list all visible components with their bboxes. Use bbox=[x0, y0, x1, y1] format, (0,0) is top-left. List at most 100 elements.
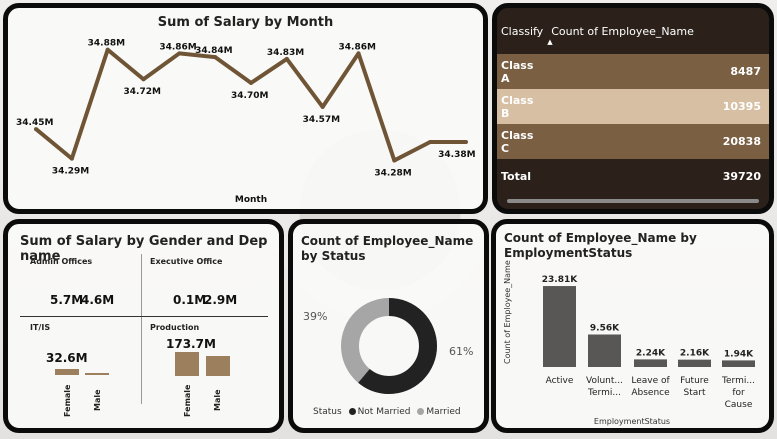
bar[interactable] bbox=[543, 286, 576, 367]
table-row[interactable]: Class A 8487 bbox=[497, 54, 769, 89]
bar-it-is-male[interactable] bbox=[85, 373, 109, 375]
employment-status-chart[interactable]: 23.81K Active 9.56K Volunt... Termi... 2.24K L… bbox=[496, 224, 769, 428]
data-label: 34.57M bbox=[303, 115, 340, 125]
donut-slice-not-married[interactable] bbox=[341, 298, 437, 394]
salary-by-month-visual[interactable]: Sum of Salary by Month 34.45M 34.29M 34.88… bbox=[3, 3, 488, 214]
axis-label-male: Male bbox=[93, 389, 102, 411]
row-label: Class B bbox=[497, 89, 548, 124]
data-label: 34.88M bbox=[88, 39, 125, 49]
legend-dot-not-married bbox=[348, 408, 356, 415]
line-point[interactable] bbox=[213, 55, 218, 60]
table-total-row: Total 39720 bbox=[497, 159, 769, 194]
donut-legend: Status Not Married Married bbox=[313, 407, 461, 417]
category-label: Termi... bbox=[721, 376, 755, 386]
status-donut-chart[interactable] bbox=[293, 224, 484, 428]
total-label: Total bbox=[497, 159, 548, 194]
pct-label-not-married: 61% bbox=[449, 345, 474, 358]
category-label: for bbox=[732, 388, 745, 398]
data-label: 34.83M bbox=[267, 48, 304, 58]
total-value: 39720 bbox=[547, 159, 769, 194]
data-label: 2.16K bbox=[680, 349, 710, 359]
grid-divider bbox=[20, 316, 268, 317]
data-label: 34.45M bbox=[16, 118, 53, 128]
value-label: 2.9M bbox=[204, 293, 238, 307]
bar-it-is-female[interactable] bbox=[55, 369, 79, 375]
line-point[interactable] bbox=[464, 140, 468, 144]
value-label: 4.6M bbox=[81, 293, 115, 307]
table-header-row: Classify Count of Employee_Name ▲ bbox=[497, 8, 769, 54]
column-header-classify[interactable]: Classify bbox=[501, 24, 544, 38]
line-point[interactable] bbox=[428, 140, 433, 144]
axis-label-female: Female bbox=[183, 384, 192, 417]
bar-production-male[interactable] bbox=[206, 356, 230, 376]
salary-by-month-title: Sum of Salary by Month bbox=[157, 15, 334, 30]
salary-line-series[interactable] bbox=[34, 47, 466, 163]
data-label: 34.84M bbox=[195, 46, 232, 56]
data-label: 34.72M bbox=[124, 87, 161, 97]
panel-title-it-is: IT/IS bbox=[30, 323, 51, 332]
panel-title-executive-office: Executive Office bbox=[150, 257, 223, 266]
value-label: 0.1M bbox=[173, 293, 207, 307]
row-label: Class A bbox=[497, 54, 548, 89]
classify-table-visual[interactable]: Classify Count of Employee_Name ▲ Class … bbox=[492, 3, 774, 214]
sort-ascending-icon[interactable]: ▲ bbox=[547, 38, 553, 46]
legend-title: Status bbox=[313, 407, 342, 417]
line-point[interactable] bbox=[69, 156, 74, 161]
column-header-count-label: Count of Employee_Name bbox=[551, 24, 694, 38]
line-point[interactable] bbox=[141, 77, 146, 82]
bar[interactable] bbox=[634, 359, 667, 367]
data-label: 34.86M bbox=[159, 42, 196, 52]
table-row[interactable]: Class C 20838 bbox=[497, 124, 769, 159]
legend-dot-married bbox=[417, 408, 425, 415]
salary-by-gender-dep-title: Sum of Salary by Gender and Dep name bbox=[20, 234, 268, 264]
data-label: 23.81K bbox=[542, 275, 578, 285]
legend-item-not-married[interactable]: Not Married bbox=[357, 407, 411, 417]
category-label: Cause bbox=[725, 400, 753, 410]
data-label: 34.86M bbox=[339, 42, 376, 52]
legend-item-married[interactable]: Married bbox=[426, 407, 461, 417]
line-point[interactable] bbox=[34, 127, 38, 132]
status-donut-title: Count of Employee_Name by Status bbox=[301, 234, 474, 263]
row-value: 20838 bbox=[547, 124, 769, 159]
employment-status-title: Count of Employee_Name by EmploymentStat… bbox=[504, 231, 697, 260]
pct-label-married: 39% bbox=[303, 310, 328, 323]
line-point[interactable] bbox=[320, 104, 325, 109]
bar-production-female[interactable] bbox=[175, 352, 199, 376]
bar[interactable] bbox=[588, 334, 621, 367]
employment-status-visual[interactable]: Count of Employee_Name by EmploymentStat… bbox=[491, 219, 774, 433]
axis-label-male: Male bbox=[213, 389, 222, 411]
grid-divider bbox=[141, 254, 142, 404]
column-header-count[interactable]: Count of Employee_Name ▲ bbox=[547, 8, 769, 54]
line-point[interactable] bbox=[249, 80, 253, 85]
data-label: 9.56K bbox=[590, 323, 620, 333]
axis-label-female: Female bbox=[63, 384, 72, 417]
y-axis-title: Count of Employee_Name bbox=[503, 260, 512, 364]
category-label: Termi... bbox=[587, 388, 621, 398]
salary-by-gender-dep-visual[interactable]: Sum of Salary by Gender and Dep name Adm… bbox=[3, 219, 284, 433]
salary-by-month-chart[interactable]: 34.45M34.29M34.88M34.72M34.86M34.84M34.7… bbox=[8, 8, 483, 209]
line-point[interactable] bbox=[105, 47, 110, 52]
classify-table[interactable]: Classify Count of Employee_Name ▲ Class … bbox=[497, 8, 769, 194]
line-point[interactable] bbox=[356, 51, 361, 56]
table-scrollbar[interactable] bbox=[507, 199, 759, 203]
panel-title-production: Production bbox=[150, 323, 200, 332]
panel-title-admin-offices: Admin Offices bbox=[30, 257, 93, 266]
bar[interactable] bbox=[678, 359, 711, 367]
status-donut-visual[interactable]: Count of Employee_Name by Status 39% 61%… bbox=[288, 219, 489, 433]
row-value: 10395 bbox=[547, 89, 769, 124]
data-label: 1.94K bbox=[724, 349, 754, 359]
table-row[interactable]: Class B 10395 bbox=[497, 89, 769, 124]
category-label: Future bbox=[680, 376, 709, 386]
category-label: Absence bbox=[631, 388, 670, 398]
line-point[interactable] bbox=[177, 51, 182, 56]
value-label: 173.7M bbox=[166, 337, 216, 351]
category-label: Volunt... bbox=[586, 376, 623, 386]
category-label: Leave of bbox=[631, 376, 670, 386]
data-label: 34.38M bbox=[438, 150, 475, 160]
bar[interactable] bbox=[722, 360, 755, 367]
row-label: Class C bbox=[497, 124, 548, 159]
line-point[interactable] bbox=[392, 158, 397, 163]
row-value: 8487 bbox=[547, 54, 769, 89]
category-label: Start bbox=[684, 388, 706, 398]
line-point[interactable] bbox=[284, 56, 289, 61]
